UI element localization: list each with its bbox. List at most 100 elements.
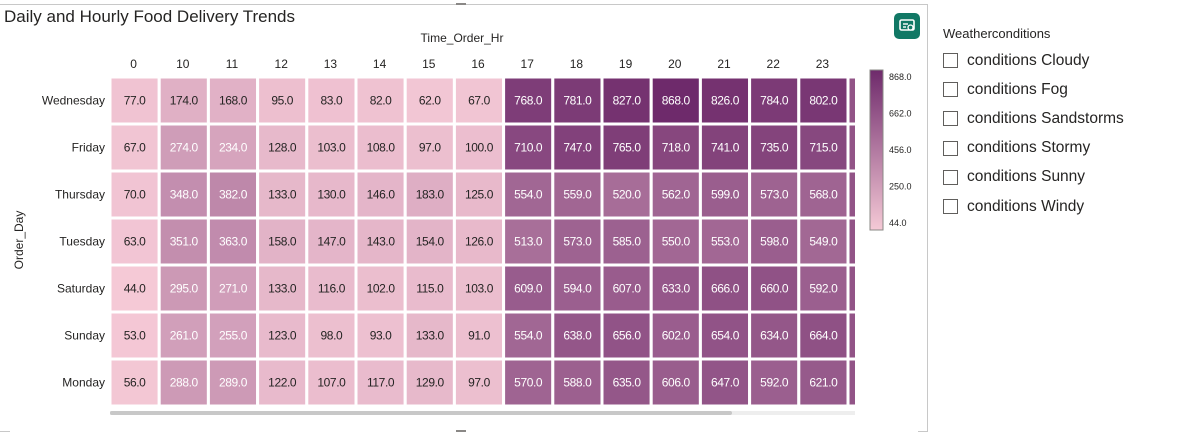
- y-tick-label: Monday: [62, 376, 105, 390]
- heatmap-cell-overflow: [846, 263, 855, 314]
- data-label: 351.0: [170, 235, 199, 249]
- focus-mode-button[interactable]: [894, 13, 920, 39]
- heatmap-cell-overflow: [846, 216, 855, 267]
- heatmap-cell[interactable]: [157, 357, 210, 408]
- data-label: 592.0: [809, 282, 838, 296]
- heatmap-cell[interactable]: [403, 169, 456, 220]
- heatmap-cell[interactable]: [748, 310, 801, 361]
- data-label: 781.0: [563, 94, 592, 108]
- heatmap-cell[interactable]: [305, 216, 358, 267]
- data-label: 123.0: [268, 329, 297, 343]
- weatherconditions-slicer[interactable]: Weatherconditions conditions Cloudy condi…: [943, 26, 1183, 221]
- heatmap-cell[interactable]: [354, 263, 407, 314]
- data-label: 747.0: [563, 141, 592, 155]
- data-label: 255.0: [219, 329, 248, 343]
- heatmap-cell[interactable]: [403, 122, 456, 173]
- slicer-item[interactable]: conditions Cloudy: [943, 46, 1183, 75]
- heatmap-cell[interactable]: [157, 169, 210, 220]
- heatmap-visual[interactable]: 77.0 174.0 168.0 95.0 83.0 82.0 62.0 67.0 768.0 7…: [0, 3, 928, 432]
- heatmap-cell[interactable]: [797, 75, 850, 126]
- data-label: 660.0: [760, 282, 789, 296]
- color-scale-tick: 662.0: [889, 109, 912, 119]
- checkbox[interactable]: [943, 53, 958, 69]
- heatmap-cell[interactable]: [698, 75, 752, 126]
- heatmap-cell[interactable]: [354, 310, 407, 361]
- heatmap-cell[interactable]: [403, 75, 456, 126]
- data-label: 553.0: [711, 235, 740, 249]
- data-label: 765.0: [613, 141, 642, 155]
- heatmap-cell-overflow: [846, 75, 855, 126]
- data-label: 82.0: [370, 94, 392, 108]
- heatmap-cell[interactable]: [256, 357, 309, 408]
- heatmap-cell[interactable]: [403, 310, 456, 361]
- data-label: 77.0: [124, 94, 146, 108]
- x-axis-title: Time_Order_Hr: [421, 31, 504, 45]
- slicer-item[interactable]: conditions Fog: [943, 75, 1183, 104]
- resize-handle-top[interactable]: [456, 3, 466, 5]
- data-label: 289.0: [219, 376, 248, 390]
- data-label: 592.0: [760, 376, 789, 390]
- slicer-item[interactable]: conditions Stormy: [943, 134, 1183, 163]
- heatmap-cell[interactable]: [797, 263, 850, 314]
- heatmap-cell[interactable]: [748, 75, 801, 126]
- data-label: 67.0: [468, 94, 490, 108]
- heatmap-cell[interactable]: [600, 263, 653, 314]
- heatmap-cell[interactable]: [502, 357, 555, 408]
- heatmap-cell[interactable]: [206, 216, 260, 267]
- heatmap-cell[interactable]: [600, 122, 653, 173]
- heatmap-cell[interactable]: [157, 122, 210, 173]
- heatmap-cell[interactable]: [502, 75, 555, 126]
- data-label: 549.0: [809, 235, 838, 249]
- slicer-item-label: conditions Windy: [967, 197, 1085, 215]
- data-label: 98.0: [321, 329, 343, 343]
- data-label: 117.0: [367, 376, 395, 390]
- checkbox[interactable]: [943, 199, 958, 215]
- heatmap-cell-overflow: [846, 310, 855, 361]
- checkbox[interactable]: [943, 82, 958, 98]
- slicer-item[interactable]: conditions Windy: [943, 192, 1183, 221]
- resize-handle-bottom[interactable]: [456, 430, 466, 432]
- heatmap-cell[interactable]: [354, 357, 407, 408]
- heatmap-cell[interactable]: [256, 310, 309, 361]
- heatmap-cell[interactable]: [797, 357, 850, 408]
- heatmap-cell[interactable]: [157, 310, 210, 361]
- heatmap-cell[interactable]: [206, 357, 260, 408]
- heatmap-cell[interactable]: [748, 263, 801, 314]
- data-label: 554.0: [514, 329, 543, 343]
- heatmap-cell[interactable]: [649, 357, 702, 408]
- data-label: 129.0: [416, 376, 445, 390]
- data-label: 609.0: [514, 282, 543, 296]
- data-label: 288.0: [170, 376, 199, 390]
- x-tick-label: 12: [275, 57, 289, 71]
- heatmap-cell[interactable]: [600, 75, 653, 126]
- checkbox[interactable]: [943, 169, 958, 185]
- heatmap-cell[interactable]: [354, 169, 407, 220]
- data-label: 520.0: [613, 188, 642, 202]
- heatmap-cell[interactable]: [551, 216, 604, 267]
- heatmap-cell[interactable]: [698, 357, 752, 408]
- heatmap-cell[interactable]: [649, 122, 702, 173]
- data-label: 654.0: [711, 329, 740, 343]
- heatmap-cell[interactable]: [797, 122, 850, 173]
- heatmap-cell[interactable]: [305, 263, 358, 314]
- focus-mode-icon: [899, 19, 915, 31]
- slicer-item[interactable]: conditions Sunny: [943, 163, 1183, 192]
- heatmap-cell[interactable]: [600, 357, 653, 408]
- heatmap-cell[interactable]: [305, 122, 358, 173]
- heatmap-cell[interactable]: [452, 169, 506, 220]
- heatmap-cell[interactable]: [110, 216, 161, 267]
- data-label: 570.0: [514, 376, 543, 390]
- data-label: 715.0: [809, 141, 838, 155]
- heatmap-cell[interactable]: [452, 263, 506, 314]
- heatmap-cell[interactable]: [305, 357, 358, 408]
- heatmap-cell[interactable]: [256, 169, 309, 220]
- horizontal-scrollbar[interactable]: [110, 411, 732, 415]
- slicer-item[interactable]: conditions Sandstorms: [943, 104, 1183, 133]
- heatmap-cell[interactable]: [354, 75, 407, 126]
- x-tick-label: 11: [226, 57, 239, 71]
- checkbox[interactable]: [943, 140, 958, 156]
- heatmap-cell[interactable]: [551, 263, 604, 314]
- heatmap-cell[interactable]: [698, 310, 752, 361]
- checkbox[interactable]: [943, 111, 958, 127]
- slicer-item-label: conditions Sandstorms: [967, 109, 1124, 127]
